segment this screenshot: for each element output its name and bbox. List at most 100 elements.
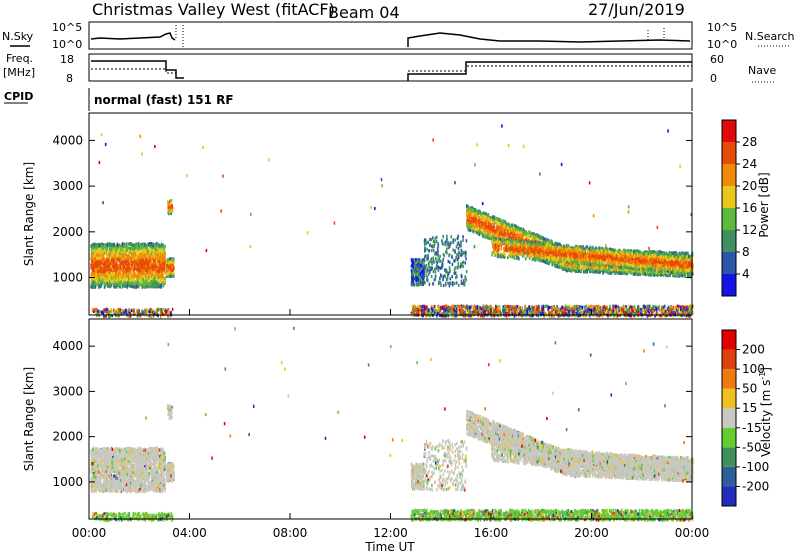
range-gate-cell	[136, 244, 138, 248]
range-gate-cell	[132, 268, 135, 272]
range-gate-cell	[102, 244, 104, 249]
range-gate-cell	[159, 266, 162, 270]
range-gate-cell	[147, 284, 150, 288]
range-gate-cell	[122, 261, 124, 265]
range-gate-cell	[163, 256, 166, 260]
range-gate-cell	[109, 244, 111, 248]
range-gate-cell	[134, 252, 136, 256]
range-gate-cell	[123, 311, 125, 315]
range-gate-cell	[112, 268, 115, 272]
nave-label: Nave	[748, 64, 776, 77]
range-gate-cell	[143, 261, 146, 265]
range-gate-cell	[147, 250, 149, 254]
range-gate-cell	[144, 259, 146, 263]
range-gate-cell	[92, 285, 95, 289]
range-gate-cell	[119, 251, 121, 255]
range-gate-cell	[126, 263, 129, 268]
range-gate-cell	[99, 253, 102, 257]
range-gate-cell	[97, 274, 99, 278]
range-gate-cell	[152, 245, 155, 249]
cpid-panel: CPID normal (fast) 151 RF	[4, 88, 693, 111]
range-gate-cell	[96, 276, 99, 280]
range-gate-cell	[161, 264, 163, 268]
range-gate-cell	[113, 254, 115, 258]
range-gate-cell	[94, 309, 97, 313]
range-gate-cell	[126, 254, 128, 258]
range-gate-cell	[134, 280, 136, 284]
range-gate-cell	[126, 270, 129, 274]
range-gate-cell	[109, 282, 112, 286]
range-gate-cell	[116, 277, 119, 281]
range-gate-cell	[160, 243, 162, 248]
range-gate-cell	[435, 239, 438, 243]
range-gate-cell	[123, 284, 126, 288]
range-gate-cell	[140, 259, 143, 263]
range-gate-cell	[94, 251, 96, 255]
range-gate-cell	[435, 260, 438, 264]
range-gate-cell	[453, 271, 456, 275]
range-gate-cell	[113, 308, 115, 312]
range-gate-cell	[136, 308, 138, 312]
range-gate-cell	[147, 268, 149, 272]
range-gate-cell	[138, 262, 140, 266]
range-gate-cell	[150, 308, 152, 312]
range-gate-cell	[116, 309, 119, 313]
range-gate-cell	[128, 274, 130, 278]
range-gate-cell	[139, 277, 142, 281]
range-gate-cell	[137, 285, 140, 289]
range-gate-cell	[172, 271, 174, 275]
range-gate-cell	[112, 260, 114, 264]
range-gate-cell	[461, 263, 463, 267]
range-gate-cell	[158, 284, 161, 288]
range-gate-cell	[424, 254, 427, 258]
range-gate-cell	[101, 265, 104, 269]
range-gate-cell	[135, 257, 137, 261]
range-gate-cell	[128, 249, 131, 253]
range-gate-cell	[145, 247, 148, 251]
range-gate-cell	[161, 281, 163, 285]
range-gate-cell	[97, 244, 100, 248]
range-gate-cell	[165, 274, 168, 278]
range-gate-cell	[151, 253, 154, 257]
range-gate-cell	[95, 272, 98, 276]
range-gate-cell	[157, 308, 160, 312]
range-gate-cell	[94, 312, 97, 316]
range-gate-cell	[145, 257, 147, 261]
range-gate-cell	[92, 266, 94, 270]
range-gate-cell	[141, 309, 143, 313]
range-gate-cell	[157, 278, 159, 282]
range-gate-cell	[137, 242, 140, 246]
range-gate-cell	[457, 247, 460, 251]
range-gate-cell	[154, 278, 156, 282]
range-gate-cell	[121, 312, 124, 316]
range-gate-cell	[117, 255, 120, 259]
range-gate-cell	[155, 251, 157, 255]
range-gate-cell	[108, 274, 110, 278]
range-gate-cell	[149, 242, 152, 246]
range-gate-cell	[434, 274, 437, 278]
range-gate-cell	[153, 281, 156, 285]
range-gate-cell	[125, 308, 127, 312]
range-gate-cell	[98, 309, 101, 313]
range-gate-cell	[93, 265, 96, 269]
range-gate-cell	[105, 258, 108, 262]
range-gate-cell	[165, 260, 168, 264]
range-gate-cell	[109, 251, 112, 255]
range-gate-cell	[413, 271, 416, 275]
range-gate-cell	[132, 285, 135, 289]
range-gate-cell	[423, 266, 425, 270]
range-gate-cell	[151, 261, 153, 265]
range-gate-cell	[154, 253, 157, 258]
range-gate-cell	[125, 249, 128, 253]
range-gate-cell	[437, 265, 439, 269]
range-gate-cell	[164, 250, 166, 254]
range-gate-cell	[115, 248, 117, 252]
range-gate-cell	[435, 266, 438, 270]
range-gate-cell	[95, 243, 97, 247]
range-gate-cell	[90, 253, 93, 257]
range-gate-cell	[133, 246, 136, 251]
range-gate-cell	[101, 282, 103, 286]
range-gate-cell	[103, 244, 106, 248]
range-gate-cell	[426, 247, 428, 251]
range-gate-cell	[160, 261, 162, 265]
